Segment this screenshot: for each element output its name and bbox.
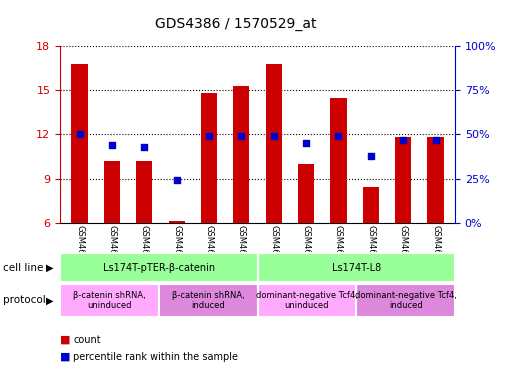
Point <box>237 133 246 139</box>
Text: Ls174T-L8: Ls174T-L8 <box>332 263 381 273</box>
Text: Ls174T-pTER-β-catenin: Ls174T-pTER-β-catenin <box>103 263 215 273</box>
Bar <box>72 64 88 223</box>
Bar <box>257 284 356 317</box>
Point <box>334 133 343 139</box>
Point <box>173 177 181 184</box>
Bar <box>395 137 411 223</box>
Bar <box>233 86 249 223</box>
Text: β-catenin shRNA,
induced: β-catenin shRNA, induced <box>172 291 245 310</box>
Bar <box>331 98 347 223</box>
Bar <box>257 253 455 282</box>
Point <box>269 133 278 139</box>
Bar <box>298 164 314 223</box>
Text: protocol: protocol <box>3 295 46 306</box>
Text: percentile rank within the sample: percentile rank within the sample <box>73 352 238 362</box>
Point <box>431 137 440 143</box>
Text: ■: ■ <box>60 352 71 362</box>
Bar <box>60 284 159 317</box>
Text: ▶: ▶ <box>46 263 53 273</box>
Text: count: count <box>73 335 101 345</box>
Bar <box>266 64 282 223</box>
Point <box>75 131 84 137</box>
Bar <box>356 284 455 317</box>
Point <box>140 144 149 150</box>
Bar <box>136 161 152 223</box>
Point <box>302 140 310 146</box>
Text: dominant-negative Tcf4,
induced: dominant-negative Tcf4, induced <box>355 291 457 310</box>
Text: ■: ■ <box>60 335 71 345</box>
Bar <box>427 137 444 223</box>
Text: cell line: cell line <box>3 263 43 273</box>
Point <box>399 137 407 143</box>
Text: β-catenin shRNA,
uninduced: β-catenin shRNA, uninduced <box>73 291 146 310</box>
Bar <box>159 284 257 317</box>
Bar <box>363 187 379 223</box>
Point <box>205 133 213 139</box>
Point <box>108 142 116 148</box>
Point <box>367 152 375 159</box>
Text: GDS4386 / 1570529_at: GDS4386 / 1570529_at <box>155 17 316 31</box>
Bar <box>60 253 257 282</box>
Text: dominant-negative Tcf4,
uninduced: dominant-negative Tcf4, uninduced <box>256 291 358 310</box>
Bar <box>104 161 120 223</box>
Text: ▶: ▶ <box>46 295 53 306</box>
Bar <box>168 221 185 223</box>
Bar <box>201 93 217 223</box>
